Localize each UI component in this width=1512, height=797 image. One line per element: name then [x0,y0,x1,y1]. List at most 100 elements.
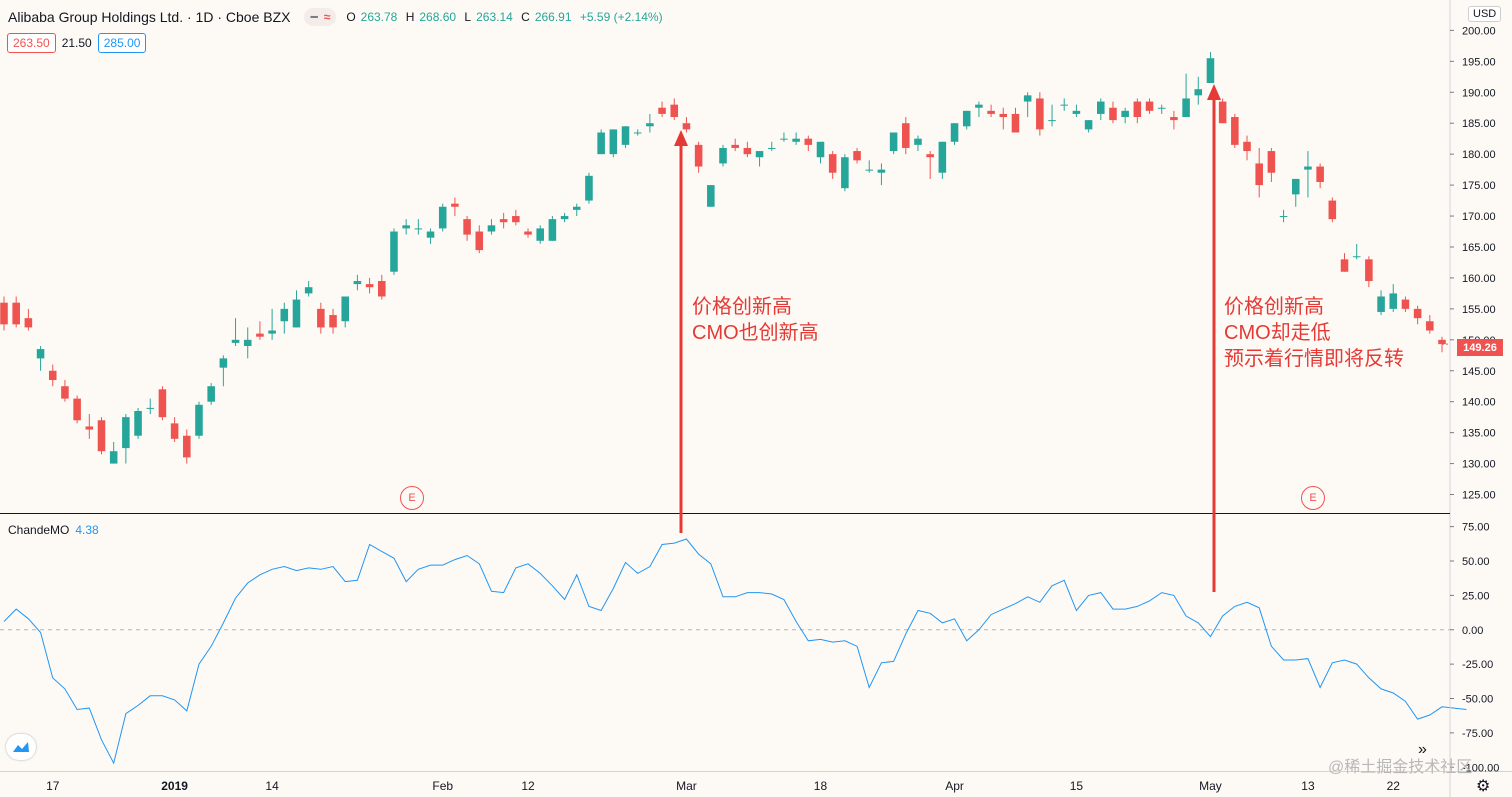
candle-body [402,225,410,229]
candle [524,228,532,238]
gear-icon[interactable]: ⚙ [1476,778,1491,795]
candle [414,219,423,235]
candle-body [1157,107,1166,109]
candle-body [85,426,94,430]
x-tick-label: 18 [814,779,828,793]
candle [317,302,325,334]
cmo-tick-label: 75.00 [1462,522,1490,534]
candle [962,110,971,130]
candle [633,129,642,136]
candle-body [682,123,691,130]
candle [85,414,94,439]
earnings-marker[interactable]: E [1301,486,1325,510]
candle [1072,104,1081,118]
candle-body [122,417,130,449]
candle-body [1023,95,1032,102]
indicator-legend[interactable]: ChandeMO 4.38 [8,523,99,537]
candle [463,216,471,241]
earnings-marker[interactable]: E [400,486,424,510]
candle-body [548,219,557,241]
annotation-line: 价格创新高 [1224,296,1324,318]
candle [536,225,544,244]
candle [170,417,179,442]
candle [1304,151,1312,198]
candle-body [195,404,203,436]
candle [122,414,130,464]
candle [987,104,995,118]
candle-body [719,147,727,164]
candle [304,281,313,297]
x-tick-label: 17 [46,779,60,793]
candle-body [816,141,825,158]
candle-body [1255,163,1263,186]
candle-body [48,370,57,381]
annotation-arrows [674,84,1221,592]
candle [146,398,155,415]
candle [438,203,447,232]
candle [219,355,228,387]
minus-icon[interactable]: ━ [310,10,318,24]
candle [1206,52,1215,83]
annotation-line: 价格创新高 [692,296,792,318]
tradingview-logo-icon[interactable] [6,734,36,760]
candle [572,203,581,217]
candle-body [804,138,813,145]
candle-body [256,333,264,337]
candle-body [12,302,20,325]
candle [1413,305,1422,325]
candle-body [1121,110,1129,118]
candle-body [743,147,752,155]
ask-badge[interactable]: 285.00 [97,33,147,53]
symbol-title[interactable]: Alibaba Group Holdings Ltd. · 1D · Cboe … [8,9,291,25]
candle-body [1182,98,1190,118]
candle-body [1048,120,1056,122]
candle [426,228,435,244]
candle [48,364,57,387]
candle [12,296,20,328]
candle [243,327,252,359]
candle [256,321,264,340]
candle [1170,110,1178,130]
bid-badge[interactable]: 263.50 [7,33,56,53]
candle [280,302,289,334]
cmo-pane [3,538,1467,765]
candle [353,274,362,291]
candle [195,401,203,439]
candle-body [987,110,995,114]
price-tick-label: 135.00 [1462,428,1496,440]
candle-body [231,339,240,343]
currency-button[interactable]: USD [1468,6,1502,22]
cmo-line [3,538,1467,765]
candle-body [1194,89,1203,96]
candle [1316,163,1324,189]
candle [1194,76,1203,105]
candle-body [1097,101,1105,114]
price-tick-label: 145.00 [1462,366,1496,378]
candle [841,154,849,192]
candle-body [853,151,861,161]
candle [560,212,569,223]
candle-body [694,144,703,167]
wave-icon[interactable]: ≈ [323,10,331,24]
candle [1291,178,1300,207]
candle-body [658,107,666,114]
candle-body [146,407,155,409]
candle-body [767,147,776,149]
candle [365,277,374,294]
candle-body [1206,58,1215,83]
expand-icon[interactable]: » [1418,741,1427,758]
header-controls[interactable]: ━ ≈ [304,8,337,26]
annotation-arrow [674,130,688,533]
price-tick-label: 190.00 [1462,87,1496,99]
candle [914,135,922,152]
candle-body [512,216,520,223]
candle-body [609,129,618,155]
candle [548,216,557,241]
candle [499,212,508,229]
candle [1109,101,1117,124]
candle [268,308,276,340]
candle [0,296,8,331]
candle [207,383,215,405]
candle-body [755,151,764,158]
